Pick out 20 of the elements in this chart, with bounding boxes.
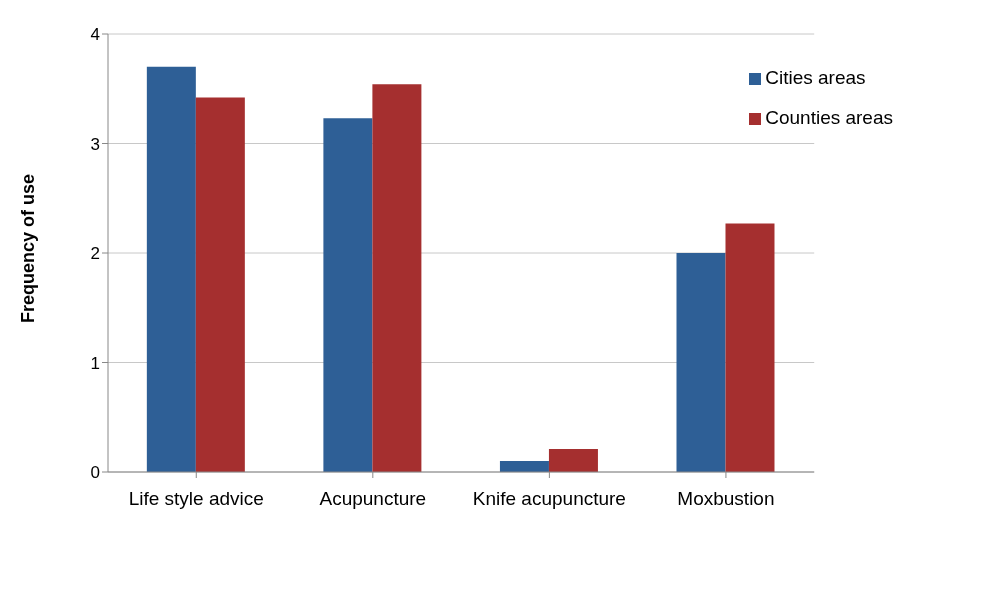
x-tick-label: Acupuncture [319,488,427,510]
y-axis-title: Frequency of use [18,173,39,323]
bar [146,66,196,472]
x-tick-label: Moxbustion [677,488,775,510]
bar [195,97,245,472]
bar [372,84,422,472]
y-tick-label: 0 [90,463,100,483]
legend-label: Counties areas [765,107,893,128]
bar [725,223,775,472]
bar [548,449,598,472]
y-tick-label: 1 [90,353,100,373]
x-tick-label: Life style advice [128,488,264,510]
bar [323,118,373,472]
x-tick-label: Knife acupuncture [472,488,626,510]
y-tick-label: 2 [90,244,100,264]
bar [676,253,726,472]
y-tick-label: 4 [90,25,100,45]
bar [499,461,549,472]
y-tick-label: 3 [90,134,100,154]
legend-label: Cities areas [765,67,866,88]
